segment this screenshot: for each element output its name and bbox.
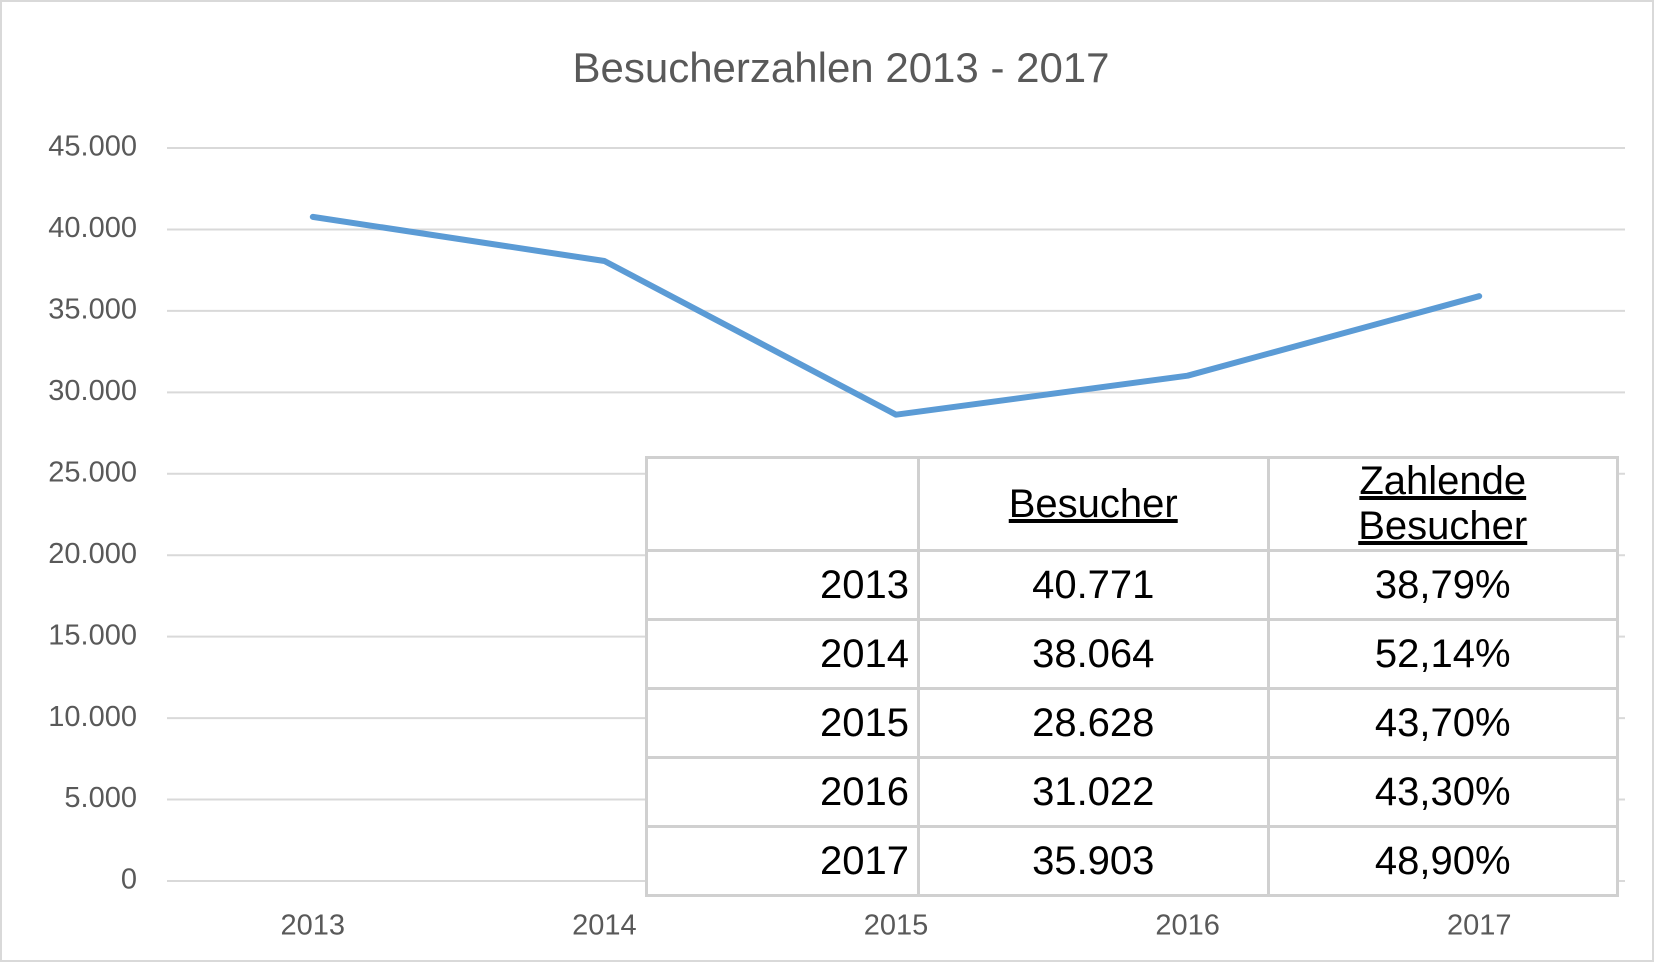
data-table: Besucher Zahlende Besucher 2013 40.771 38,… [645, 456, 1619, 897]
table-cell: 2014 [645, 618, 920, 690]
y-tick-label: 15.000 [48, 619, 137, 651]
y-tick-label: 0 [121, 864, 137, 896]
table-cell: 52,14% [1266, 618, 1619, 690]
table-cell: 43,30% [1266, 756, 1619, 828]
y-tick-label: 5.000 [64, 782, 137, 814]
table-cell: 2013 [645, 549, 920, 621]
y-tick-label: 20.000 [48, 538, 137, 570]
table-cell: 31.022 [917, 756, 1270, 828]
table-cell: 48,90% [1266, 825, 1619, 897]
table-cell: 38,79% [1266, 549, 1619, 621]
y-tick-label: 40.000 [48, 212, 137, 244]
table-cell: 2016 [645, 756, 920, 828]
x-tick-label: 2014 [572, 910, 637, 942]
table-cell: 35.903 [917, 825, 1270, 897]
header-cell: Zahlende Besucher [1266, 456, 1619, 552]
table-row: 2016 31.022 43,30% [645, 756, 1619, 828]
y-tick-label: 10.000 [48, 701, 137, 733]
y-tick-label: 30.000 [48, 375, 137, 407]
table-cell: 2015 [645, 687, 920, 759]
header-cell: Besucher [917, 456, 1270, 552]
table-row: 2013 40.771 38,79% [645, 549, 1619, 621]
x-tick-label: 2013 [281, 910, 346, 942]
line [309, 213, 1483, 418]
table-cell: 38.064 [917, 618, 1270, 690]
y-tick-label: 25.000 [48, 456, 137, 488]
table-row: 2015 28.628 43,70% [645, 687, 1619, 759]
table-cell: 43,70% [1266, 687, 1619, 759]
table-cell: 28.628 [917, 687, 1270, 759]
table-cell: 2017 [645, 825, 920, 897]
x-tick-label: 2016 [1155, 910, 1220, 942]
x-tick-label: 2017 [1447, 910, 1512, 942]
table-row: 2014 38.064 52,14% [645, 618, 1619, 690]
y-tick-label: 35.000 [48, 294, 137, 326]
table-cell: 40.771 [917, 549, 1270, 621]
chart-title: Besucherzahlen 2013 - 2017 [572, 44, 1109, 91]
x-tick-label: 2015 [864, 910, 929, 942]
header-cell [645, 456, 920, 552]
header-row: Besucher Zahlende Besucher [645, 456, 1619, 552]
y-tick-label: 45.000 [48, 131, 137, 163]
table-row: 2017 35.903 48,90% [645, 825, 1619, 897]
